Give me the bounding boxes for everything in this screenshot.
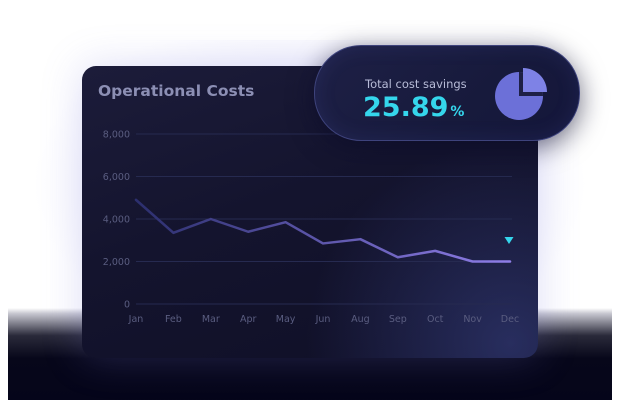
data-point [210, 218, 212, 220]
data-point [135, 199, 137, 201]
series-line [134, 198, 512, 263]
down-arrow-icon [498, 158, 520, 252]
data-point [322, 242, 324, 244]
data-point [509, 261, 511, 263]
x-tick-label: Dec [501, 314, 519, 325]
card-title: Operational Costs [98, 82, 255, 100]
x-tick-label: May [276, 314, 296, 325]
x-tick-label: Jun [315, 314, 331, 325]
y-tick-label: 8,000 [103, 130, 130, 141]
data-point [434, 250, 436, 252]
x-tick-label: Sep [389, 314, 407, 325]
savings-label: Total cost savings [365, 77, 467, 91]
x-tick-label: Apr [240, 314, 257, 325]
x-tick-label: Aug [351, 314, 370, 325]
x-tick-label: Mar [202, 314, 220, 325]
data-point [172, 232, 174, 234]
data-point [247, 231, 249, 233]
data-point [285, 221, 287, 223]
savings-unit: % [450, 104, 465, 120]
data-point [397, 256, 399, 258]
y-tick-label: 6,000 [103, 172, 130, 183]
data-point [472, 261, 474, 263]
cost-savings-pill: Total cost savings 25.89% [314, 45, 580, 141]
y-tick-label: 4,000 [103, 215, 130, 226]
x-tick-label: Feb [165, 314, 182, 325]
operational-costs-card: Operational Costs 0 2,000 4,000 6,000 8,000 J… [82, 66, 538, 358]
pie-chart-icon [491, 64, 551, 124]
savings-number: 25.89 [363, 92, 449, 123]
x-tick-label: Nov [463, 314, 482, 325]
y-tick-label: 2,000 [103, 257, 130, 268]
savings-value: 25.89% [363, 94, 464, 121]
x-tick-label: Jan [128, 314, 144, 325]
data-point [359, 238, 361, 240]
y-tick-label: 0 [124, 300, 130, 311]
cost-line-chart: 0 2,000 4,000 6,000 8,000 Jan Feb Mar Apr May Jun A… [103, 130, 519, 326]
x-tick-label: Oct [427, 314, 444, 325]
